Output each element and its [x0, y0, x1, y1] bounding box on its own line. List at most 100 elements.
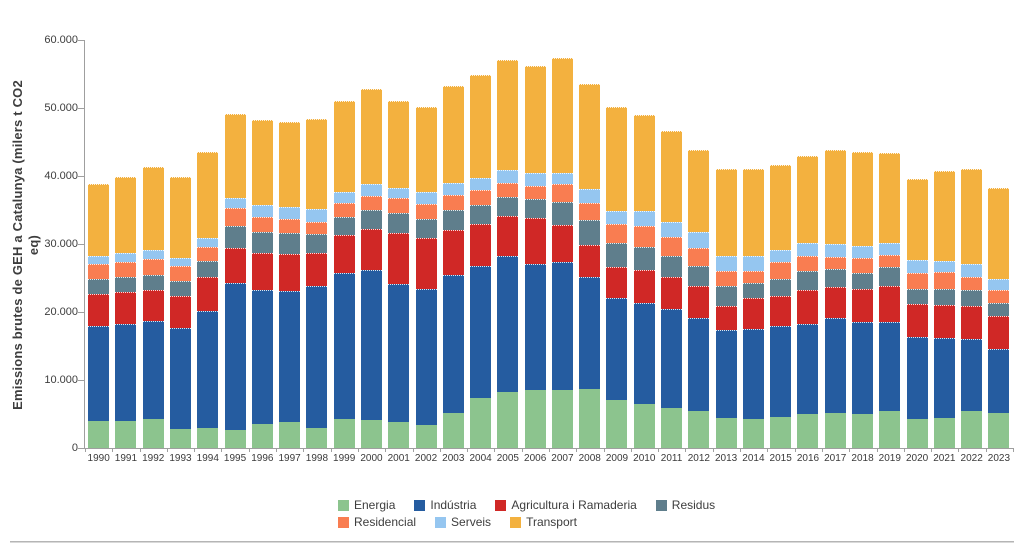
- legend-swatch-icon: [495, 499, 507, 511]
- x-tick-mark: [112, 448, 114, 452]
- bar-segment: [415, 191, 437, 204]
- bar-segment: [88, 326, 110, 422]
- x-tick-mark: [494, 448, 496, 452]
- bar-segment: [524, 390, 546, 448]
- x-tick-label: 2007: [551, 453, 574, 464]
- legend-item: Residencial: [338, 515, 416, 529]
- bar-segment: [442, 412, 464, 448]
- bar-column-2022: 2022: [958, 40, 985, 464]
- bar-column-1995: 1995: [221, 40, 248, 464]
- x-tick-mark: [876, 448, 878, 452]
- legend-label: Transport: [526, 515, 577, 529]
- bar-segment: [879, 242, 901, 255]
- legend-item: Residus: [655, 498, 715, 512]
- bar-segment: [169, 258, 191, 267]
- bar-segment: [633, 211, 655, 226]
- bar-segment: [524, 173, 546, 186]
- bar-segment: [906, 337, 928, 419]
- bar-segment: [279, 422, 301, 448]
- x-tick-label: 2012: [687, 453, 710, 464]
- bar-segment: [224, 283, 246, 430]
- stacked-bar: [770, 165, 792, 448]
- stacked-bar: [688, 150, 710, 448]
- bar-segment: [824, 149, 846, 245]
- y-tick-label: 40.000: [44, 169, 78, 182]
- bar-segment: [279, 218, 301, 234]
- bar-segment: [715, 169, 737, 256]
- bar-segment: [715, 330, 737, 419]
- bar-segment: [169, 296, 191, 329]
- bar-column-2000: 2000: [358, 40, 385, 464]
- stacked-bar: [633, 114, 655, 448]
- y-tick-mark: [78, 176, 84, 177]
- x-tick-mark: [303, 448, 305, 452]
- bar-segment: [279, 233, 301, 255]
- bar-segment: [579, 202, 601, 220]
- x-tick-mark: [276, 448, 278, 452]
- bar-segment: [906, 179, 928, 260]
- x-tick-mark: [1013, 448, 1014, 452]
- x-tick-mark: [794, 448, 796, 452]
- bar-segment: [524, 217, 546, 265]
- bar-segment: [742, 270, 764, 284]
- bar-segment: [360, 184, 382, 196]
- bar-column-2011: 2011: [658, 40, 685, 464]
- bar-segment: [742, 283, 764, 299]
- bar-segment: [551, 261, 573, 391]
- bar-column-2002: 2002: [412, 40, 439, 464]
- bar-segment: [224, 114, 246, 199]
- bar-segment: [579, 277, 601, 389]
- x-tick-mark: [221, 448, 223, 452]
- bar-segment: [661, 277, 683, 310]
- bar-segment: [715, 270, 737, 286]
- bar-segment: [906, 272, 928, 289]
- bar-segment: [442, 274, 464, 413]
- bar-segment: [606, 107, 628, 211]
- x-tick-label: 1991: [114, 453, 138, 464]
- bar-segment: [197, 246, 219, 262]
- bar-segment: [388, 197, 410, 214]
- stacked-bar: [224, 114, 246, 448]
- bar-segment: [933, 171, 955, 262]
- bar-column-2005: 2005: [494, 40, 521, 464]
- bar-segment: [197, 237, 219, 247]
- bar-column-1999: 1999: [331, 40, 358, 464]
- bar-segment: [306, 233, 328, 253]
- x-tick-label: 2020: [905, 453, 929, 464]
- bar-segment: [688, 411, 710, 448]
- bar-segment: [470, 398, 492, 448]
- x-tick-mark: [685, 448, 687, 452]
- bar-segment: [333, 235, 355, 274]
- bar-segment: [251, 424, 273, 448]
- bar-segment: [251, 252, 273, 290]
- bar-segment: [333, 101, 355, 192]
- bar-segment: [715, 305, 737, 331]
- stacked-bar: [715, 169, 737, 448]
- stacked-bar: [415, 107, 437, 448]
- bar-segment: [797, 242, 819, 257]
- bar-segment: [224, 198, 246, 208]
- bar-column-1997: 1997: [276, 40, 303, 464]
- bar-segment: [169, 328, 191, 429]
- x-tick-mark: [712, 448, 714, 452]
- bar-segment: [688, 150, 710, 233]
- bar-segment: [524, 185, 546, 200]
- bar-segment: [169, 428, 191, 448]
- x-tick-mark: [139, 448, 141, 452]
- bar-segment: [279, 207, 301, 219]
- bar-segment: [442, 86, 464, 183]
- stacked-bar: [933, 171, 955, 448]
- x-tick-label: 2022: [960, 453, 983, 464]
- stacked-bar: [388, 101, 410, 448]
- bar-segment: [115, 292, 137, 325]
- legend-row: Residencial Serveis Transport: [338, 515, 715, 529]
- legend-swatch-icon: [338, 516, 349, 528]
- bar-segment: [497, 60, 519, 170]
- bar-segment: [142, 250, 164, 260]
- legend-label: Agricultura i Ramaderia: [511, 498, 637, 512]
- bar-segment: [360, 210, 382, 230]
- bar-segment: [197, 310, 219, 428]
- bar-segment: [688, 285, 710, 319]
- x-tick-label: 2017: [824, 453, 847, 464]
- bar-segment: [551, 390, 573, 448]
